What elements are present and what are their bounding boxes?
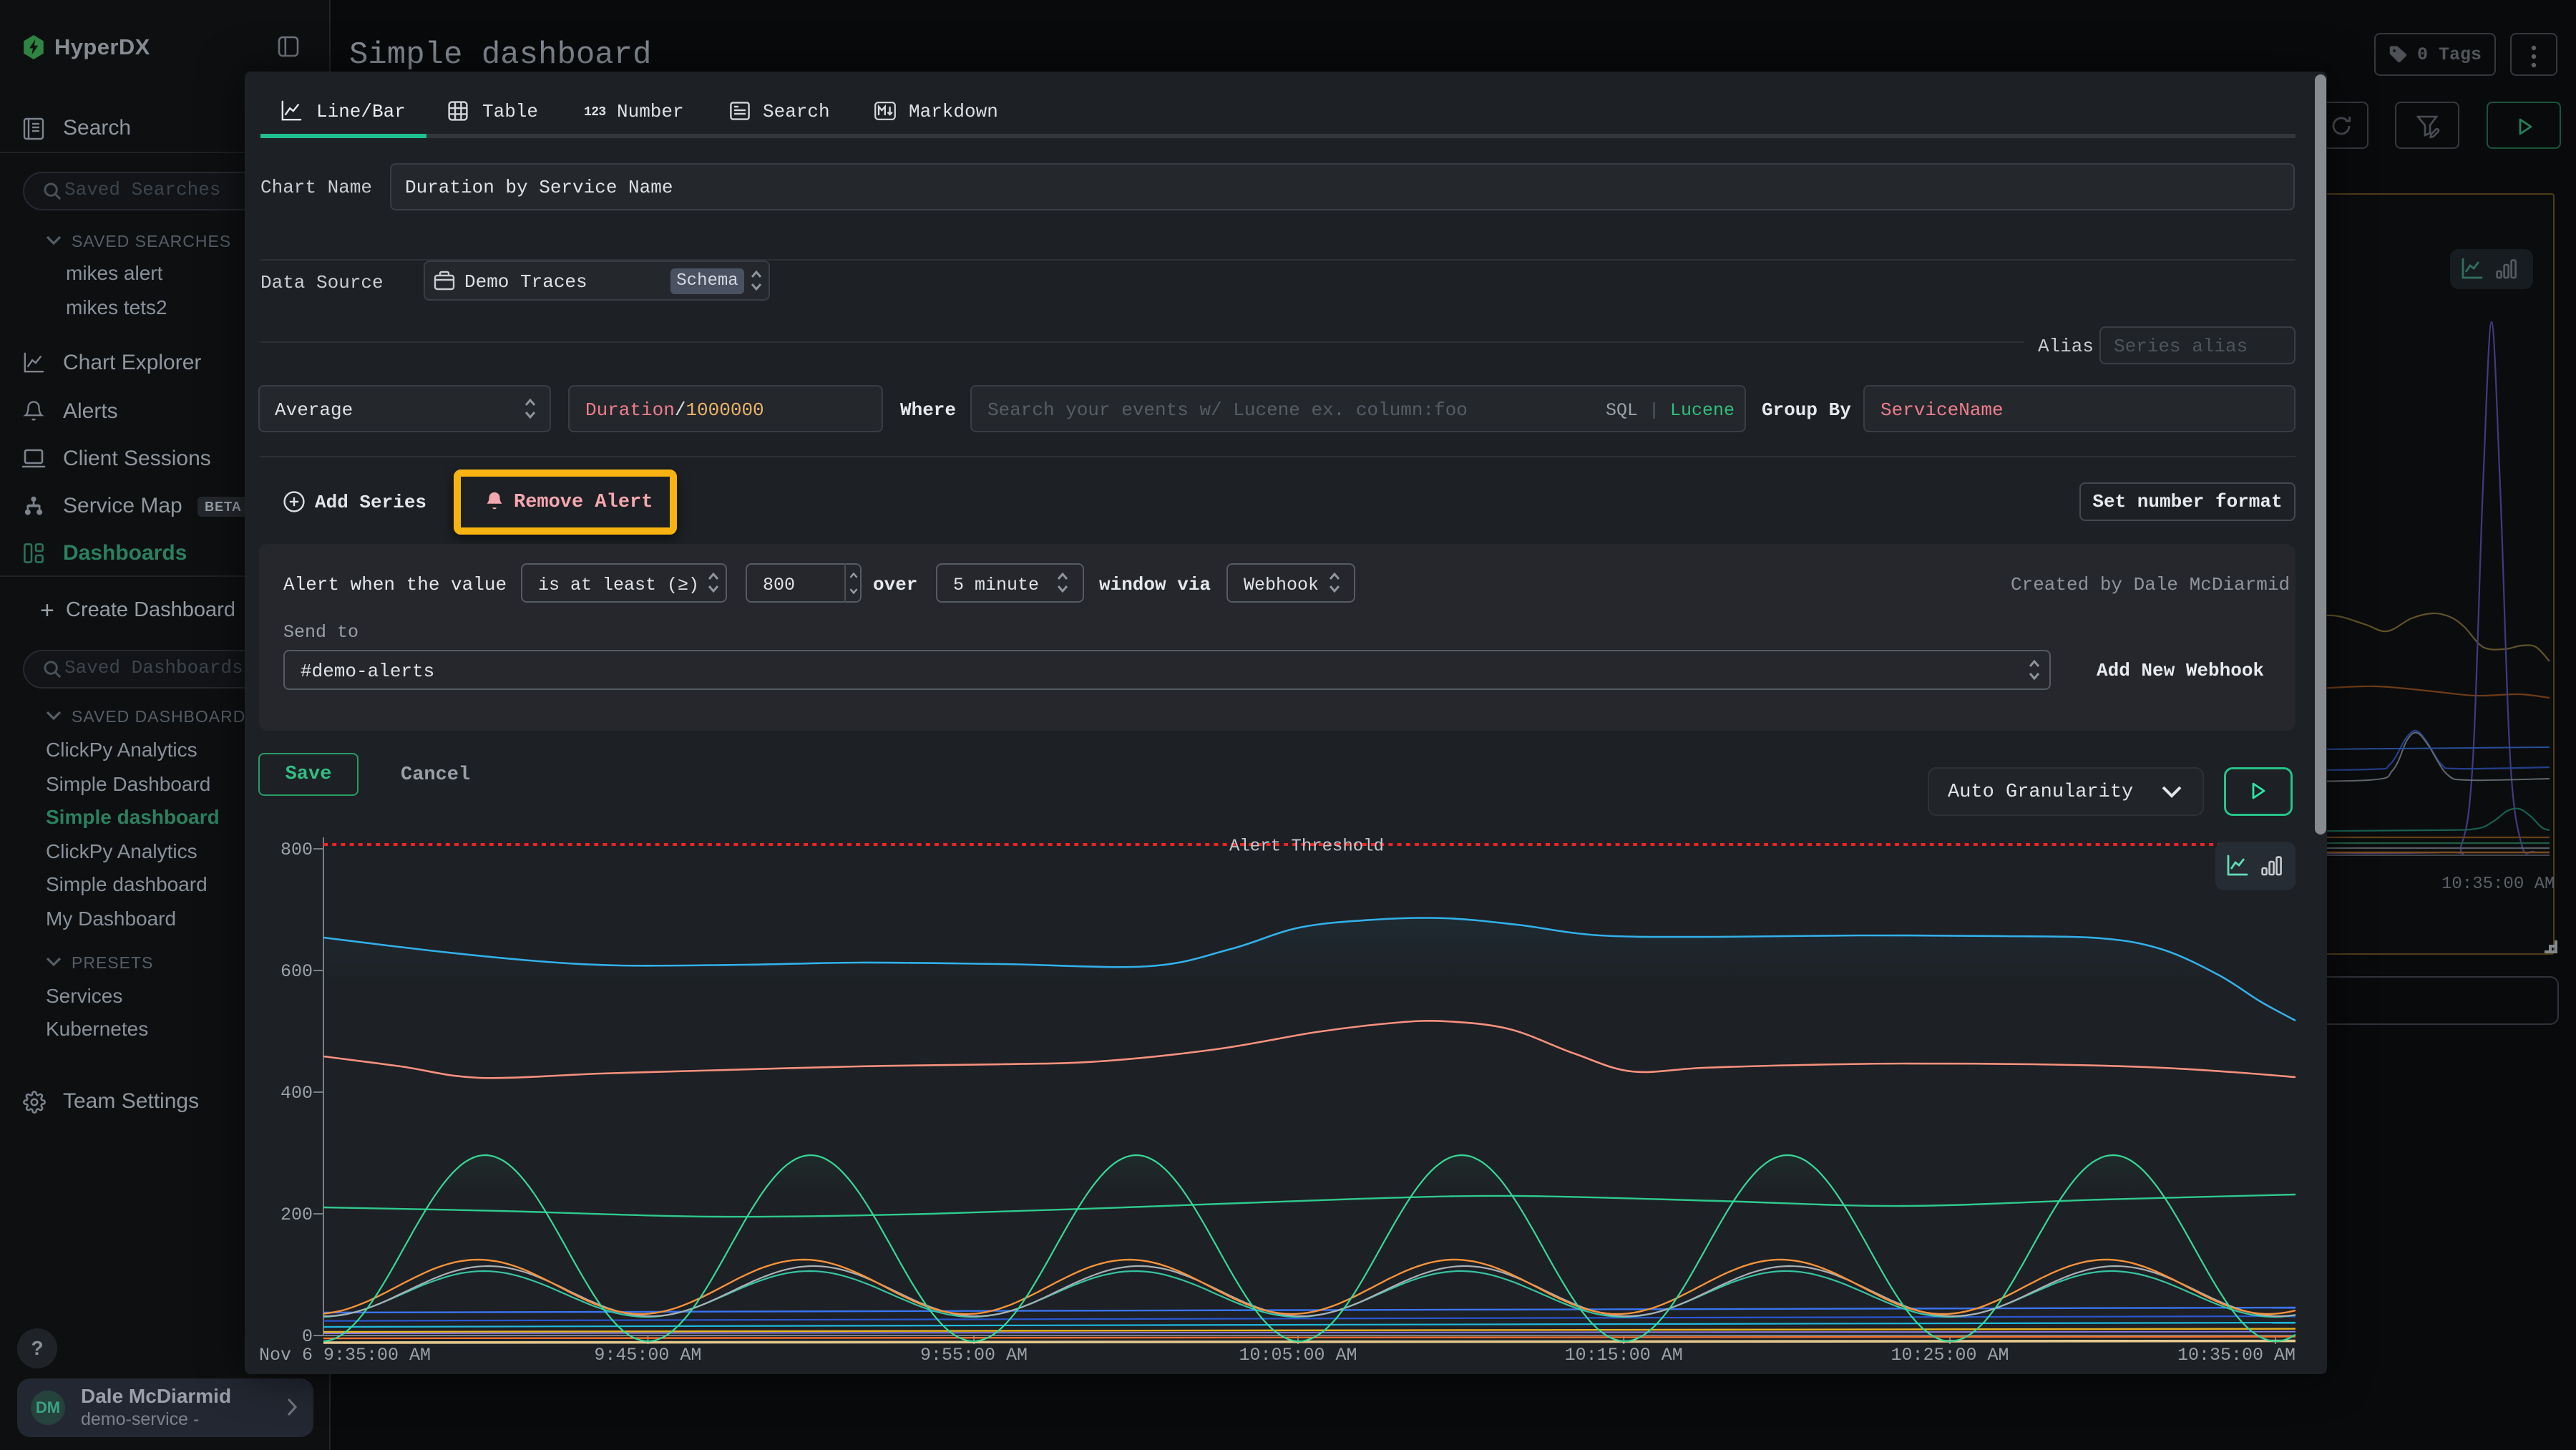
svg-text:Alert Threshold: Alert Threshold xyxy=(1229,837,1384,857)
svg-text:400: 400 xyxy=(280,1083,313,1104)
svg-text:9:55:00 AM: 9:55:00 AM xyxy=(920,1345,1028,1366)
svg-text:600: 600 xyxy=(280,961,313,982)
svg-text:800: 800 xyxy=(280,840,313,860)
svg-text:Nov 6 9:35:00 AM: Nov 6 9:35:00 AM xyxy=(259,1345,431,1366)
svg-text:10:05:00 AM: 10:05:00 AM xyxy=(1239,1345,1357,1366)
svg-text:10:25:00 AM: 10:25:00 AM xyxy=(1890,1345,2009,1366)
svg-text:0: 0 xyxy=(302,1326,313,1347)
svg-text:10:35:00 AM: 10:35:00 AM xyxy=(2177,1345,2296,1366)
svg-text:10:15:00 AM: 10:15:00 AM xyxy=(1565,1345,1683,1366)
svg-text:9:45:00 AM: 9:45:00 AM xyxy=(594,1345,701,1366)
svg-text:200: 200 xyxy=(280,1205,313,1225)
